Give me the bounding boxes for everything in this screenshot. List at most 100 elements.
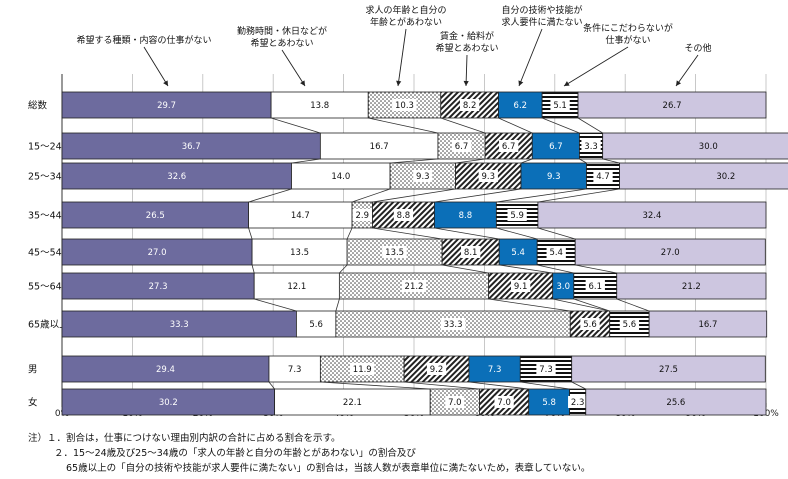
value-label-bg (568, 396, 588, 408)
value-label-bg (494, 396, 514, 408)
row-connector (442, 264, 489, 274)
row-connector (372, 188, 456, 203)
value-label-bg (461, 246, 481, 258)
row-connector (499, 264, 553, 274)
bar-segment (648, 310, 768, 338)
bar-segment (528, 388, 570, 416)
value-label-bg (499, 140, 519, 152)
bar-segment (61, 91, 272, 119)
row-connector (496, 227, 538, 240)
value-label: 9.3 (416, 172, 430, 182)
value-label: 5.6 (309, 320, 323, 330)
legend-arrow-head (300, 80, 305, 86)
row-connector (434, 188, 522, 203)
legend-label: 仕事がない (605, 34, 650, 46)
bar-segment (270, 91, 369, 119)
note-line-1: 注）１．割合は，仕事につけない理由別内訳の合計に占める割合を示す。 (28, 433, 341, 444)
row-connector (251, 264, 255, 274)
legend-arrow-head (564, 81, 570, 86)
row-connector (339, 264, 348, 274)
legend-label: 希望とあわない (250, 37, 313, 49)
value-label: 26.5 (146, 211, 165, 221)
value-label: 7.0 (448, 398, 462, 408)
value-label: 27.5 (659, 365, 678, 375)
value-label-bg (459, 99, 480, 111)
value-label: 8.2 (463, 101, 477, 111)
value-label-bg (382, 246, 407, 258)
value-label: 9.1 (514, 282, 528, 292)
value-label: 7.0 (497, 398, 511, 408)
value-label-bg (413, 170, 433, 182)
row-connector (390, 158, 438, 164)
value-label: 6.7 (549, 142, 563, 152)
value-label: 33.3 (444, 320, 463, 330)
bars: 29.7 13.8 10.3 8.2 6.2 5.1 26.7 36.7 16.7 6.7 6.7 6… (61, 91, 788, 416)
row-connector (248, 188, 292, 203)
row-connector (537, 264, 574, 274)
value-label: 5.8 (542, 398, 556, 408)
row-connector (577, 117, 603, 134)
row-connector (440, 117, 486, 134)
value-label: 16.7 (370, 142, 389, 152)
value-label-bg (550, 99, 570, 111)
value-label: 5.6 (583, 320, 597, 330)
legend-arrow-line (563, 46, 629, 87)
value-label: 25.6 (666, 398, 685, 408)
row-connector (291, 158, 321, 164)
value-label-bg (445, 396, 465, 408)
note-line-2: ２．15～24歳及び25～34歳の「求人の年齢と自分の年齢とがあわない」の割合及… (54, 448, 416, 459)
value-label: 5.4 (549, 248, 563, 258)
value-label: 11.9 (353, 365, 372, 375)
row-connector (335, 298, 340, 312)
value-label: 5.1 (553, 101, 567, 111)
value-label: 2.3 (571, 398, 585, 408)
bar-segment (61, 132, 321, 160)
row-connector (468, 381, 529, 390)
row-connector (573, 298, 610, 312)
category-label: 男 (28, 365, 38, 376)
value-label-bg (426, 363, 447, 375)
row-connector (616, 298, 650, 312)
value-label-bg (392, 99, 417, 111)
bar-segment (268, 355, 321, 383)
grid-lines (61, 74, 767, 403)
value-label: 8.8 (459, 211, 473, 221)
legend-label: 希望とあわない (435, 42, 498, 54)
row-connector (320, 381, 431, 390)
bar-segment (61, 201, 249, 229)
bar-segment (571, 355, 766, 383)
row-connector (248, 227, 253, 240)
row-connector (537, 188, 620, 203)
value-label: 9.3 (482, 172, 496, 182)
value-label: 13.5 (290, 248, 309, 258)
legend-label: 求人の年齢と自分の (365, 4, 446, 16)
bar-segment (574, 238, 766, 266)
bar-segment (296, 310, 337, 338)
bar-segment (619, 162, 788, 190)
value-label: 7.3 (539, 365, 553, 375)
value-label-bg (580, 318, 600, 330)
value-label: 30.2 (159, 398, 178, 408)
value-label: 12.1 (287, 282, 306, 292)
bar-segment (61, 272, 255, 300)
value-label: 13.5 (385, 248, 404, 258)
row-connector (537, 227, 576, 240)
legend-arrow-line (397, 28, 407, 87)
value-label: 4.7 (596, 172, 610, 182)
value-label: 21.2 (682, 282, 701, 292)
value-label: 6.2 (514, 101, 528, 111)
value-label: 10.3 (395, 101, 414, 111)
bar-segment (531, 132, 580, 160)
value-label-bg (478, 170, 498, 182)
legend-label: 条件にこだわらないが (583, 22, 673, 34)
value-label: 6.7 (502, 142, 516, 152)
value-label: 27.0 (148, 248, 167, 258)
category-label: 45～54歳 (28, 247, 72, 259)
value-label: 8.8 (397, 211, 411, 221)
value-label: 33.3 (170, 320, 189, 330)
value-label: 7.3 (488, 365, 502, 375)
legend-arrow-head (463, 80, 469, 86)
value-label-bg (536, 363, 556, 375)
value-label-bg (581, 140, 601, 152)
